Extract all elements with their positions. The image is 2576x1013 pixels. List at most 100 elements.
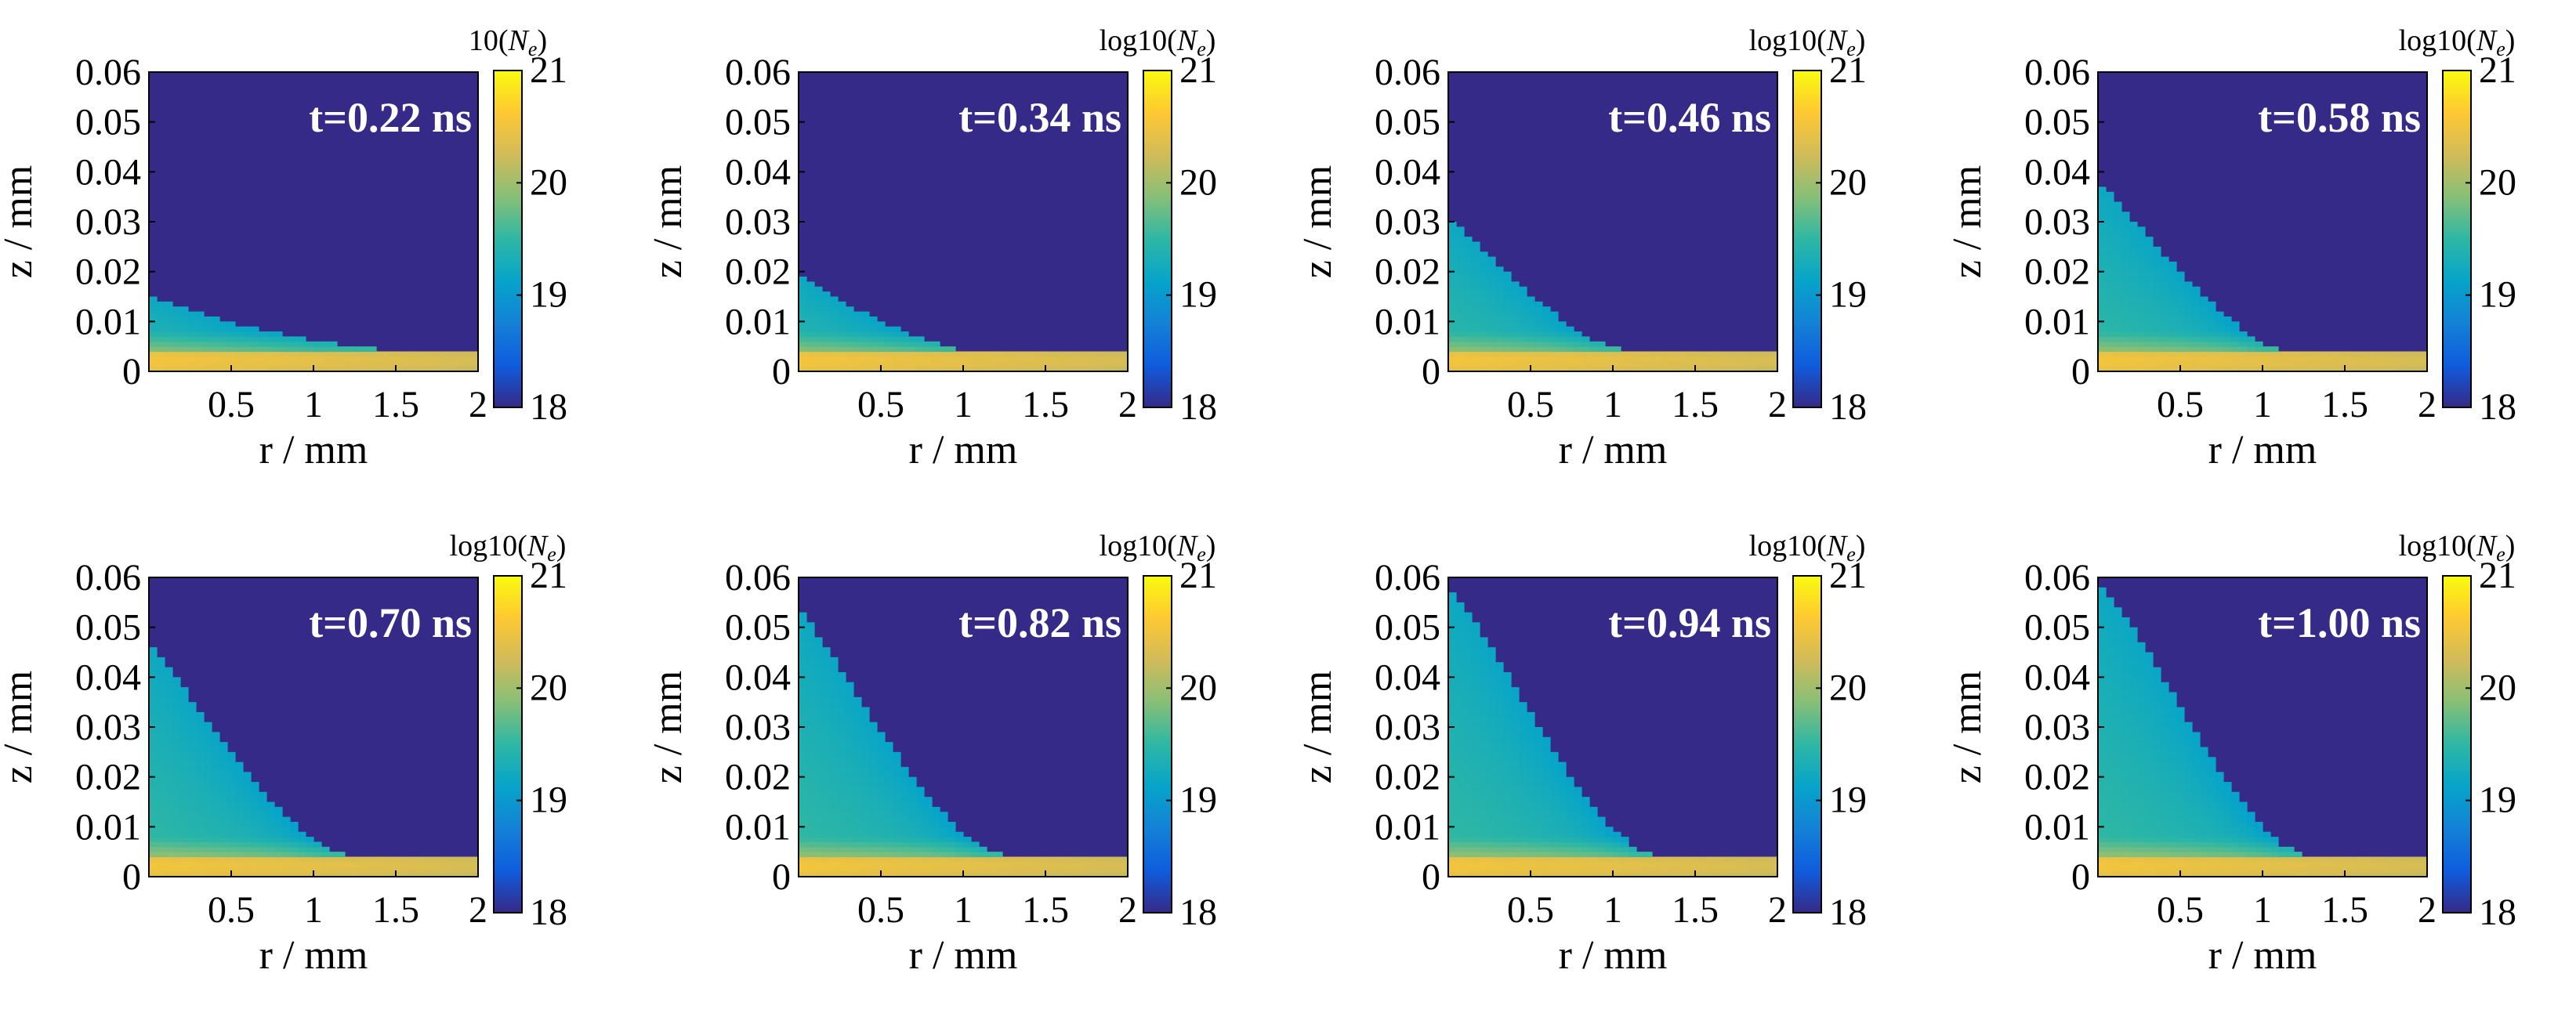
heatmap-cell bbox=[2223, 791, 2232, 798]
heatmap-cell bbox=[2168, 271, 2177, 277]
heatmap-cell bbox=[814, 351, 823, 357]
heatmap-cell bbox=[1503, 821, 1512, 827]
heatmap-cell bbox=[2317, 856, 2326, 863]
heatmap-cell bbox=[415, 866, 424, 873]
heatmap-cell bbox=[1034, 871, 1042, 877]
heatmap-cell bbox=[2176, 751, 2185, 758]
heatmap-cell bbox=[1456, 762, 1465, 768]
heatmap-cell bbox=[1464, 652, 1473, 658]
heatmap-cell bbox=[259, 816, 267, 823]
heatmap-cell bbox=[830, 806, 839, 812]
heatmap-cell bbox=[2145, 311, 2154, 317]
heatmap-cell bbox=[408, 361, 416, 367]
heatmap-cell bbox=[2129, 231, 2138, 237]
heatmap-cell bbox=[2317, 361, 2326, 367]
heatmap-cell bbox=[916, 861, 925, 867]
heatmap-cell bbox=[1629, 366, 1637, 372]
heatmap-cell bbox=[822, 732, 831, 738]
heatmap-cell bbox=[2121, 366, 2130, 372]
heatmap-cell bbox=[2098, 821, 2107, 827]
heatmap-cell bbox=[1613, 861, 1621, 867]
heatmap-cell bbox=[165, 866, 173, 873]
heatmap-cell bbox=[1480, 696, 1488, 703]
time-label: t=0.22 ns bbox=[309, 94, 472, 141]
heatmap-cell bbox=[2114, 837, 2122, 843]
heatmap-cell bbox=[212, 326, 220, 332]
heatmap-cell bbox=[235, 361, 244, 367]
heatmap-cell bbox=[180, 321, 189, 327]
heatmap-cell bbox=[2223, 331, 2232, 338]
heatmap-cell bbox=[869, 791, 878, 798]
heatmap-cell bbox=[1519, 336, 1527, 342]
heatmap-cell bbox=[243, 326, 252, 332]
heatmap-cell bbox=[861, 852, 870, 858]
heatmap-cell bbox=[1480, 751, 1488, 758]
heatmap-cell bbox=[165, 837, 173, 843]
heatmap-cell bbox=[1770, 871, 1778, 877]
heatmap-cell bbox=[2231, 791, 2240, 798]
heatmap-cell bbox=[853, 727, 862, 733]
heatmap-cell bbox=[204, 846, 212, 852]
heatmap-cell bbox=[172, 727, 181, 733]
heatmap-cell bbox=[1605, 856, 1614, 863]
heatmap-cell bbox=[1519, 356, 1527, 362]
heatmap-cell bbox=[2310, 361, 2318, 367]
heatmap-cell bbox=[2153, 816, 2161, 823]
heatmap-cell bbox=[1456, 751, 1465, 758]
heatmap-cell bbox=[180, 316, 189, 322]
heatmap-cell bbox=[149, 772, 158, 778]
heatmap-cell bbox=[2364, 871, 2373, 877]
heatmap-cell bbox=[987, 351, 995, 357]
heatmap-cell bbox=[2411, 356, 2420, 362]
heatmap-cell bbox=[1730, 871, 1739, 877]
heatmap-cell bbox=[1589, 871, 1598, 877]
heatmap-cell bbox=[1574, 861, 1582, 867]
y-tick-label: 0.05 bbox=[725, 102, 791, 143]
heatmap-cell bbox=[1668, 361, 1676, 367]
heatmap-cell bbox=[1519, 831, 1527, 838]
heatmap-cell bbox=[157, 821, 165, 827]
heatmap-cell bbox=[2176, 301, 2185, 307]
heatmap-cell bbox=[196, 361, 205, 367]
heatmap-cell bbox=[188, 787, 197, 793]
heatmap-cell bbox=[2098, 801, 2107, 808]
heatmap-cell bbox=[806, 812, 815, 818]
heatmap-cell bbox=[846, 736, 854, 743]
heatmap-cells bbox=[799, 612, 1129, 877]
heatmap-cell bbox=[2098, 687, 2107, 693]
heatmap-cell bbox=[822, 306, 831, 313]
heatmap-cell bbox=[2294, 861, 2302, 867]
heatmap-cell bbox=[1480, 336, 1488, 342]
heatmap-cell bbox=[1495, 296, 1504, 302]
heatmap-cell bbox=[799, 351, 807, 357]
heatmap-cell bbox=[1754, 871, 1763, 877]
heatmap-cell bbox=[1456, 657, 1465, 663]
heatmap-cell bbox=[1511, 727, 1520, 733]
heatmap-cell bbox=[2168, 812, 2177, 818]
heatmap-cell bbox=[1503, 291, 1512, 298]
heatmap-cell bbox=[196, 326, 205, 332]
heatmap-cell bbox=[2129, 861, 2138, 867]
heatmap-cell bbox=[2145, 366, 2154, 372]
heatmap-cell bbox=[2145, 306, 2154, 313]
heatmap-cell bbox=[2129, 311, 2138, 317]
heatmap-cell bbox=[1542, 736, 1551, 743]
heatmap-cell bbox=[149, 351, 158, 357]
heatmap-cell bbox=[1480, 251, 1488, 258]
heatmap-cell bbox=[235, 782, 244, 787]
heatmap-cell bbox=[885, 801, 893, 808]
heatmap-cell bbox=[1456, 736, 1465, 743]
heatmap-cell bbox=[1527, 782, 1535, 787]
heatmap-cell bbox=[243, 787, 252, 793]
heatmap-cell bbox=[149, 751, 158, 758]
heatmap-cell bbox=[1495, 841, 1504, 848]
heatmap-cell bbox=[2098, 711, 2107, 718]
heatmap-cell bbox=[2176, 732, 2185, 738]
heatmap-cell bbox=[1487, 356, 1496, 362]
heatmap-cell bbox=[869, 727, 878, 733]
heatmap-cell bbox=[838, 816, 846, 823]
heatmap-cell bbox=[1534, 742, 1543, 748]
heatmap-cell bbox=[2114, 782, 2122, 787]
heatmap-cell bbox=[822, 866, 831, 873]
heatmap-cell bbox=[1503, 316, 1512, 322]
